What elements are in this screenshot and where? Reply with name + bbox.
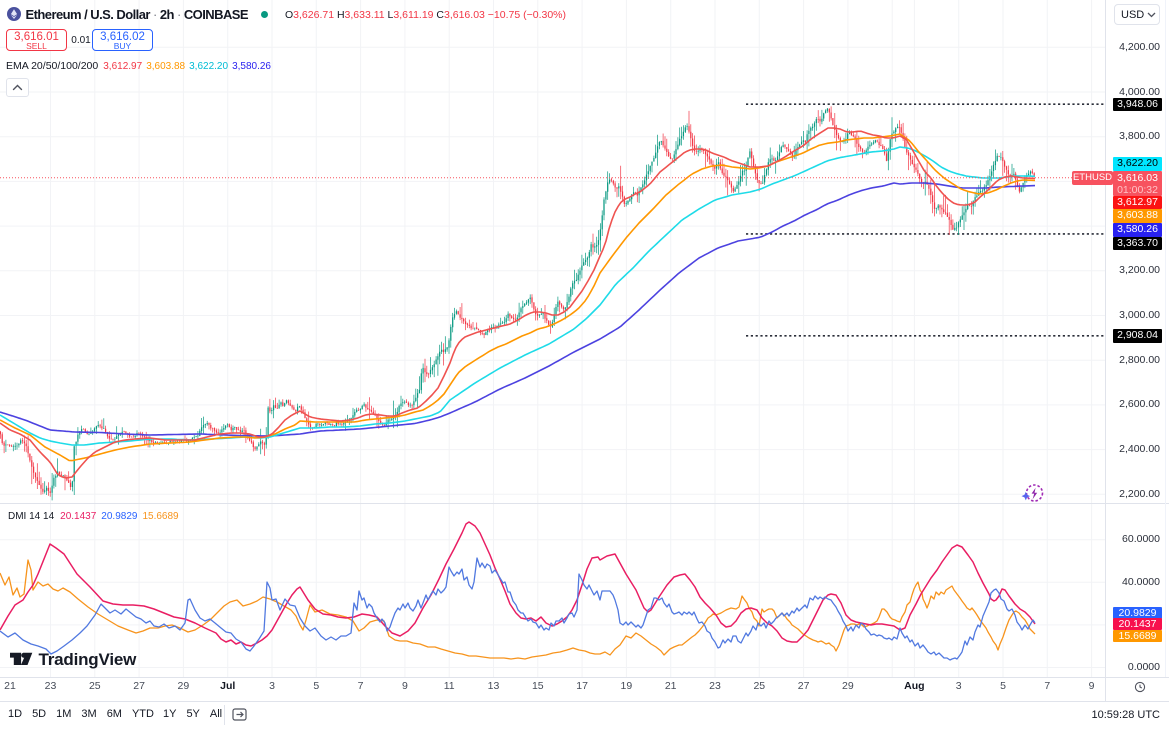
svg-text:TradingView: TradingView	[39, 650, 138, 669]
